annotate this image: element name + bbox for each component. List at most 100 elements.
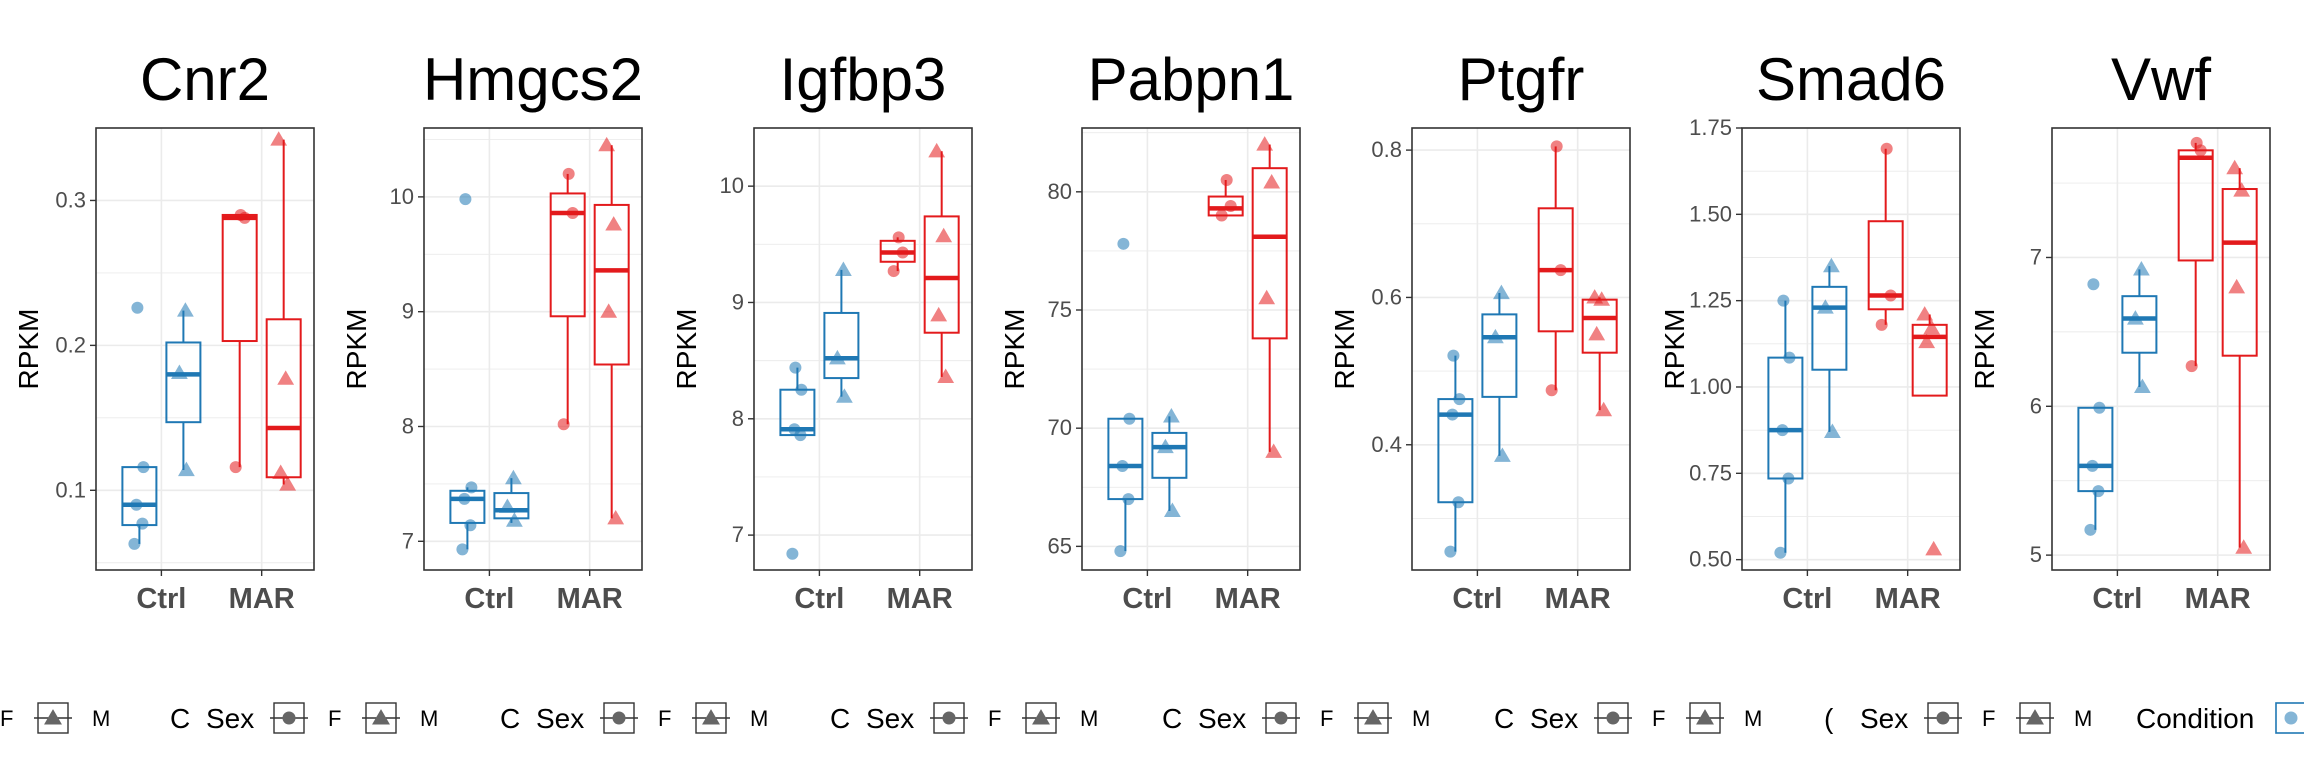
panel-title: Hmgcs2 xyxy=(423,46,643,113)
data-point-triangle xyxy=(935,227,953,243)
y-tick-label: 1.75 xyxy=(1689,115,1732,140)
data-point-triangle xyxy=(1256,136,1274,151)
panel-background xyxy=(1412,128,1630,570)
legend-title-sex: Sex xyxy=(206,703,254,734)
legend-triangle-icon xyxy=(372,709,390,725)
y-tick-label: 1.25 xyxy=(1689,288,1732,313)
data-point-circle xyxy=(896,246,909,259)
panel-title: Pabpn1 xyxy=(1088,46,1295,113)
panel-background xyxy=(96,128,314,570)
y-tick-label: 7 xyxy=(732,522,744,547)
panel-igfbp3: Igfbp3 RPKM 7 8 9 10 Ctrl MAR xyxy=(671,46,973,615)
y-tick-label: 7 xyxy=(402,528,414,553)
data-point-triangle xyxy=(277,370,295,385)
panel-border xyxy=(423,127,643,571)
data-point-circle xyxy=(2092,485,2105,498)
box-iqr xyxy=(1867,220,1904,311)
legend-label-f: F xyxy=(328,706,341,731)
data-point-circle xyxy=(1875,318,1888,331)
data-point-circle xyxy=(1776,424,1789,437)
panel-ptgfr: Ptgfr RPKM 0.4 0.6 0.8 Ctrl MAR xyxy=(1329,46,1631,615)
legend-label-f: F xyxy=(988,706,1001,731)
data-point-triangle xyxy=(1263,173,1281,189)
data-point-circle xyxy=(456,543,469,556)
legend-triangle-icon xyxy=(44,709,62,725)
x-tick-label: MAR xyxy=(229,583,295,615)
legend-triangle-icon xyxy=(1364,709,1382,725)
data-point-circle xyxy=(137,461,150,474)
legend-title-sex: Sex xyxy=(536,703,584,734)
data-point-circle xyxy=(1777,294,1790,307)
y-tick-label: 0.8 xyxy=(1371,137,1402,162)
x-tick-label: MAR xyxy=(1545,583,1611,615)
y-tick-label: 8 xyxy=(732,406,744,431)
legend-group: C Sex F M xyxy=(830,702,1098,734)
panel-border xyxy=(95,127,315,571)
data-point-triangle xyxy=(1265,443,1283,458)
legend-group: C Sex F M xyxy=(1494,702,1762,734)
data-point-circle xyxy=(1224,200,1237,212)
legend-circle-icon xyxy=(282,711,296,725)
data-point-triangle xyxy=(1493,284,1510,300)
y-tick-label: 7 xyxy=(2030,244,2042,269)
data-point-circle xyxy=(130,498,143,511)
data-point-triangle xyxy=(600,303,618,318)
data-point-circle xyxy=(1123,412,1136,425)
legend-label-m: M xyxy=(1080,706,1098,731)
data-point-circle xyxy=(1114,545,1127,558)
box-iqr xyxy=(1151,431,1188,479)
data-point-circle xyxy=(128,537,141,550)
legend-circle-icon xyxy=(1606,711,1620,725)
data-point-circle xyxy=(1220,174,1233,186)
data-point-circle xyxy=(458,492,471,505)
box-iqr xyxy=(1481,313,1518,398)
legend-circle-icon xyxy=(1936,711,1950,725)
legend-label-f: F xyxy=(1652,706,1665,731)
y-tick-label: 10 xyxy=(720,173,744,198)
legend-circle-icon xyxy=(942,711,956,725)
legend-group: C Sex F M xyxy=(500,702,768,734)
panel-border xyxy=(753,127,973,571)
box-mar-m xyxy=(593,145,630,519)
y-tick-label: 70 xyxy=(1048,415,1072,440)
data-point-circle xyxy=(2084,523,2097,536)
data-point-circle xyxy=(1447,349,1460,362)
legend-clipped-label: C xyxy=(1494,703,1514,734)
y-tick-label: 0.3 xyxy=(55,187,86,212)
data-point-circle xyxy=(795,383,808,396)
legend-label-f: F xyxy=(0,706,13,731)
legend-label-m: M xyxy=(1744,706,1762,731)
data-point-triangle xyxy=(270,131,288,146)
data-point-triangle xyxy=(1163,407,1180,423)
data-point-triangle xyxy=(171,364,188,379)
y-tick-label: 5 xyxy=(2030,542,2042,567)
box-iqr xyxy=(823,311,860,380)
legend-group: C Sex F M xyxy=(170,702,438,734)
x-tick-label: Ctrl xyxy=(1122,583,1172,615)
panel-background xyxy=(754,128,972,570)
y-tick-label: 9 xyxy=(402,299,414,324)
box-iqr xyxy=(593,203,630,366)
data-point-circle xyxy=(892,231,905,244)
panel-border xyxy=(1411,127,1631,571)
data-point-triangle xyxy=(1817,299,1834,314)
data-point-circle xyxy=(1783,351,1796,364)
x-tick-label: MAR xyxy=(1215,583,1281,615)
data-point-triangle xyxy=(836,388,853,403)
data-point-triangle xyxy=(2226,159,2244,175)
data-point-triangle xyxy=(1824,423,1841,438)
panel-background xyxy=(2052,128,2270,570)
y-tick-label: 75 xyxy=(1048,297,1072,322)
box-iqr xyxy=(1251,167,1288,340)
x-tick-label: MAR xyxy=(1875,583,1941,615)
y-tick-label: 0.50 xyxy=(1689,547,1732,572)
data-point-triangle xyxy=(1164,502,1181,517)
data-point-triangle xyxy=(272,464,290,479)
data-point-circle xyxy=(1453,393,1466,406)
legend-clipped-label: C xyxy=(1162,703,1182,734)
legend-title-sex: Sex xyxy=(1860,703,1908,734)
legend-title-sex: Sex xyxy=(1530,703,1578,734)
y-tick-label: 0.75 xyxy=(1689,460,1732,485)
y-axis-label: RPKM xyxy=(1969,309,2000,390)
